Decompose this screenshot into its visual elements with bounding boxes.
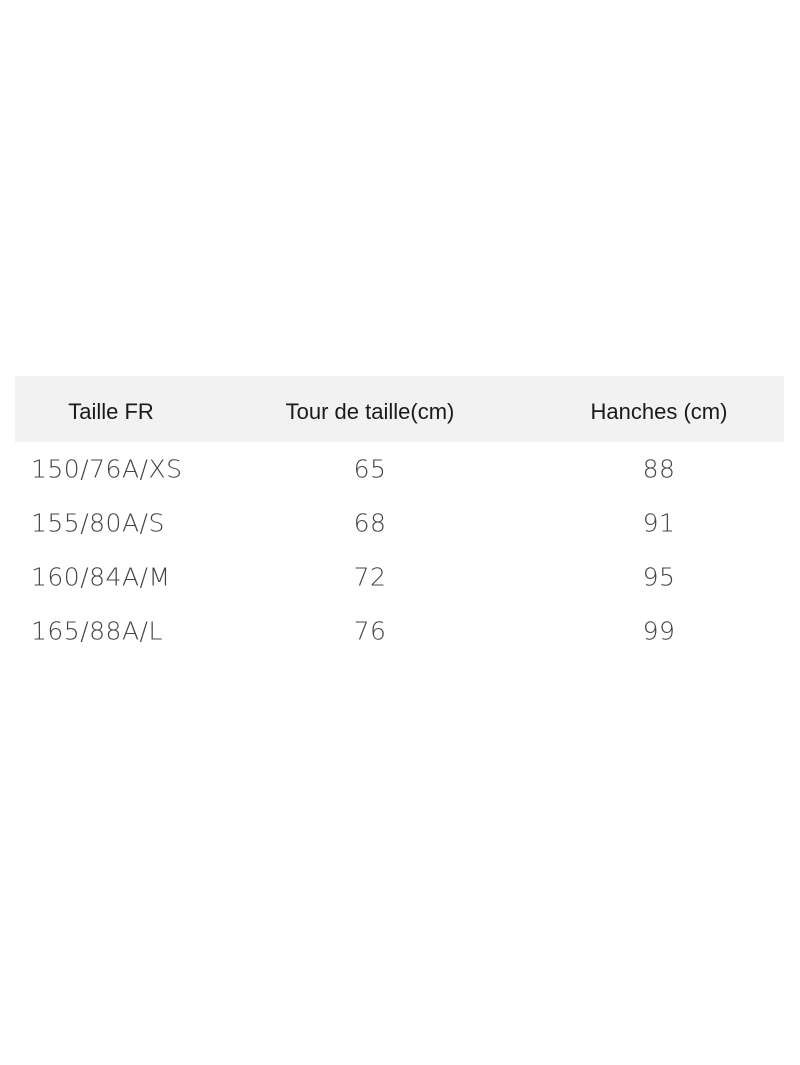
column-header: Tour de taille(cm) (285, 399, 455, 424)
table-cell: 76 (353, 616, 387, 646)
table-cell: 150/76A/XS (31, 454, 183, 484)
table-cell: 165/88A/L (31, 616, 163, 646)
table-cell: 72 (353, 562, 387, 592)
column-header: Taille FR (68, 399, 154, 424)
table-cell: 99 (642, 616, 676, 646)
table-cell: 155/80A/S (31, 508, 165, 538)
table-header (15, 376, 784, 442)
table-cell: 65 (353, 454, 387, 484)
table-cell: 91 (642, 508, 676, 538)
table-cell: 68 (353, 508, 387, 538)
table-cell: 88 (642, 454, 676, 484)
column-header: Hanches (cm) (590, 399, 728, 424)
table-cell: 95 (642, 562, 676, 592)
table-cell: 160/84A/M (31, 562, 171, 592)
